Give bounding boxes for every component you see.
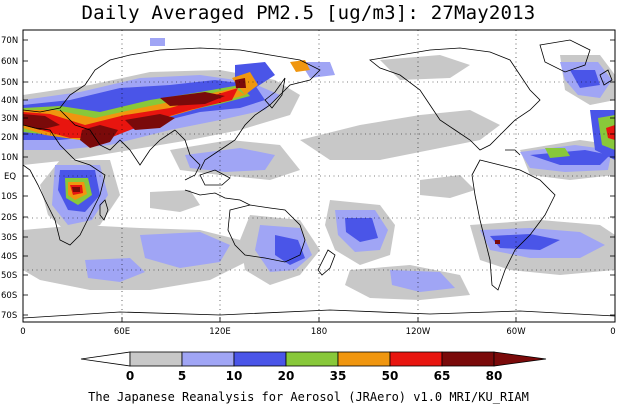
colorbar-right-arrow — [493, 351, 547, 367]
lat-label-60n: 60N — [1, 57, 18, 67]
lon-label-0-right: 0 — [610, 327, 615, 337]
colorbar-label-65: 65 — [434, 369, 451, 383]
lon-labels: 0 60E 120E 180 120W 60W 0 — [20, 327, 615, 337]
lat-label-40s: 40S — [1, 252, 17, 262]
colorbar-box-65-80 — [389, 351, 443, 367]
colorbar-box-above-80 — [441, 351, 495, 367]
lat-labels: 70N 60N 50N 40N 30N 20N 10N EQ 10S 20S 3… — [1, 36, 18, 321]
lat-label-50s: 50S — [1, 271, 17, 281]
lat-label-20s: 20S — [1, 213, 17, 223]
lat-label-20n: 20N — [1, 133, 18, 143]
colorbar-label-5: 5 — [178, 369, 186, 383]
lat-label-10n: 10N — [1, 153, 18, 163]
lat-label-30s: 30S — [1, 233, 17, 243]
footer-credit: The Japanese Reanalysis for Aerosol (JRA… — [88, 390, 529, 404]
lon-label-120e: 120E — [209, 327, 231, 337]
colorbar-box-5-10 — [129, 351, 183, 367]
lon-ticks — [121, 317, 517, 322]
lon-label-60e: 60E — [114, 327, 130, 337]
colorbar-label-35: 35 — [330, 369, 347, 383]
colorbar-left-arrow — [80, 351, 131, 367]
colorbar: 0 5 10 20 35 50 65 80 — [80, 351, 547, 383]
lon-label-60w: 60W — [506, 327, 526, 337]
level-above-80 — [23, 78, 500, 244]
lat-label-30n: 30N — [1, 114, 18, 124]
coastlines — [23, 39, 615, 319]
colorbar-box-20-35 — [233, 351, 287, 367]
graticule — [23, 30, 615, 322]
colorbar-label-50: 50 — [382, 369, 399, 383]
lon-label-0-left: 0 — [20, 327, 25, 337]
colorbar-box-35-50 — [285, 351, 339, 367]
lon-label-180: 180 — [311, 327, 327, 337]
lat-label-50n: 50N — [1, 78, 18, 88]
map-title: Daily Averaged PM2.5 [ug/m3]: 27May2013 — [81, 2, 536, 24]
colorbar-box-10-20 — [181, 351, 235, 367]
colorbar-label-80: 80 — [486, 369, 503, 383]
lat-label-70s: 70S — [1, 311, 17, 321]
lat-ticks — [23, 39, 615, 316]
colorbar-label-0: 0 — [126, 369, 134, 383]
lon-label-120w: 120W — [406, 327, 431, 337]
colorbar-label-10: 10 — [226, 369, 243, 383]
lat-label-60s: 60S — [1, 291, 17, 301]
colorbar-label-20: 20 — [278, 369, 295, 383]
lat-label-10s: 10S — [1, 192, 17, 202]
lat-label-eq: EQ — [4, 172, 16, 182]
colorbar-box-50-65 — [337, 351, 391, 367]
pm25-field — [23, 30, 615, 322]
lat-label-40n: 40N — [1, 96, 18, 106]
colorbar-labels: 0 5 10 20 35 50 65 80 — [126, 369, 503, 383]
lat-label-70n: 70N — [1, 36, 18, 46]
